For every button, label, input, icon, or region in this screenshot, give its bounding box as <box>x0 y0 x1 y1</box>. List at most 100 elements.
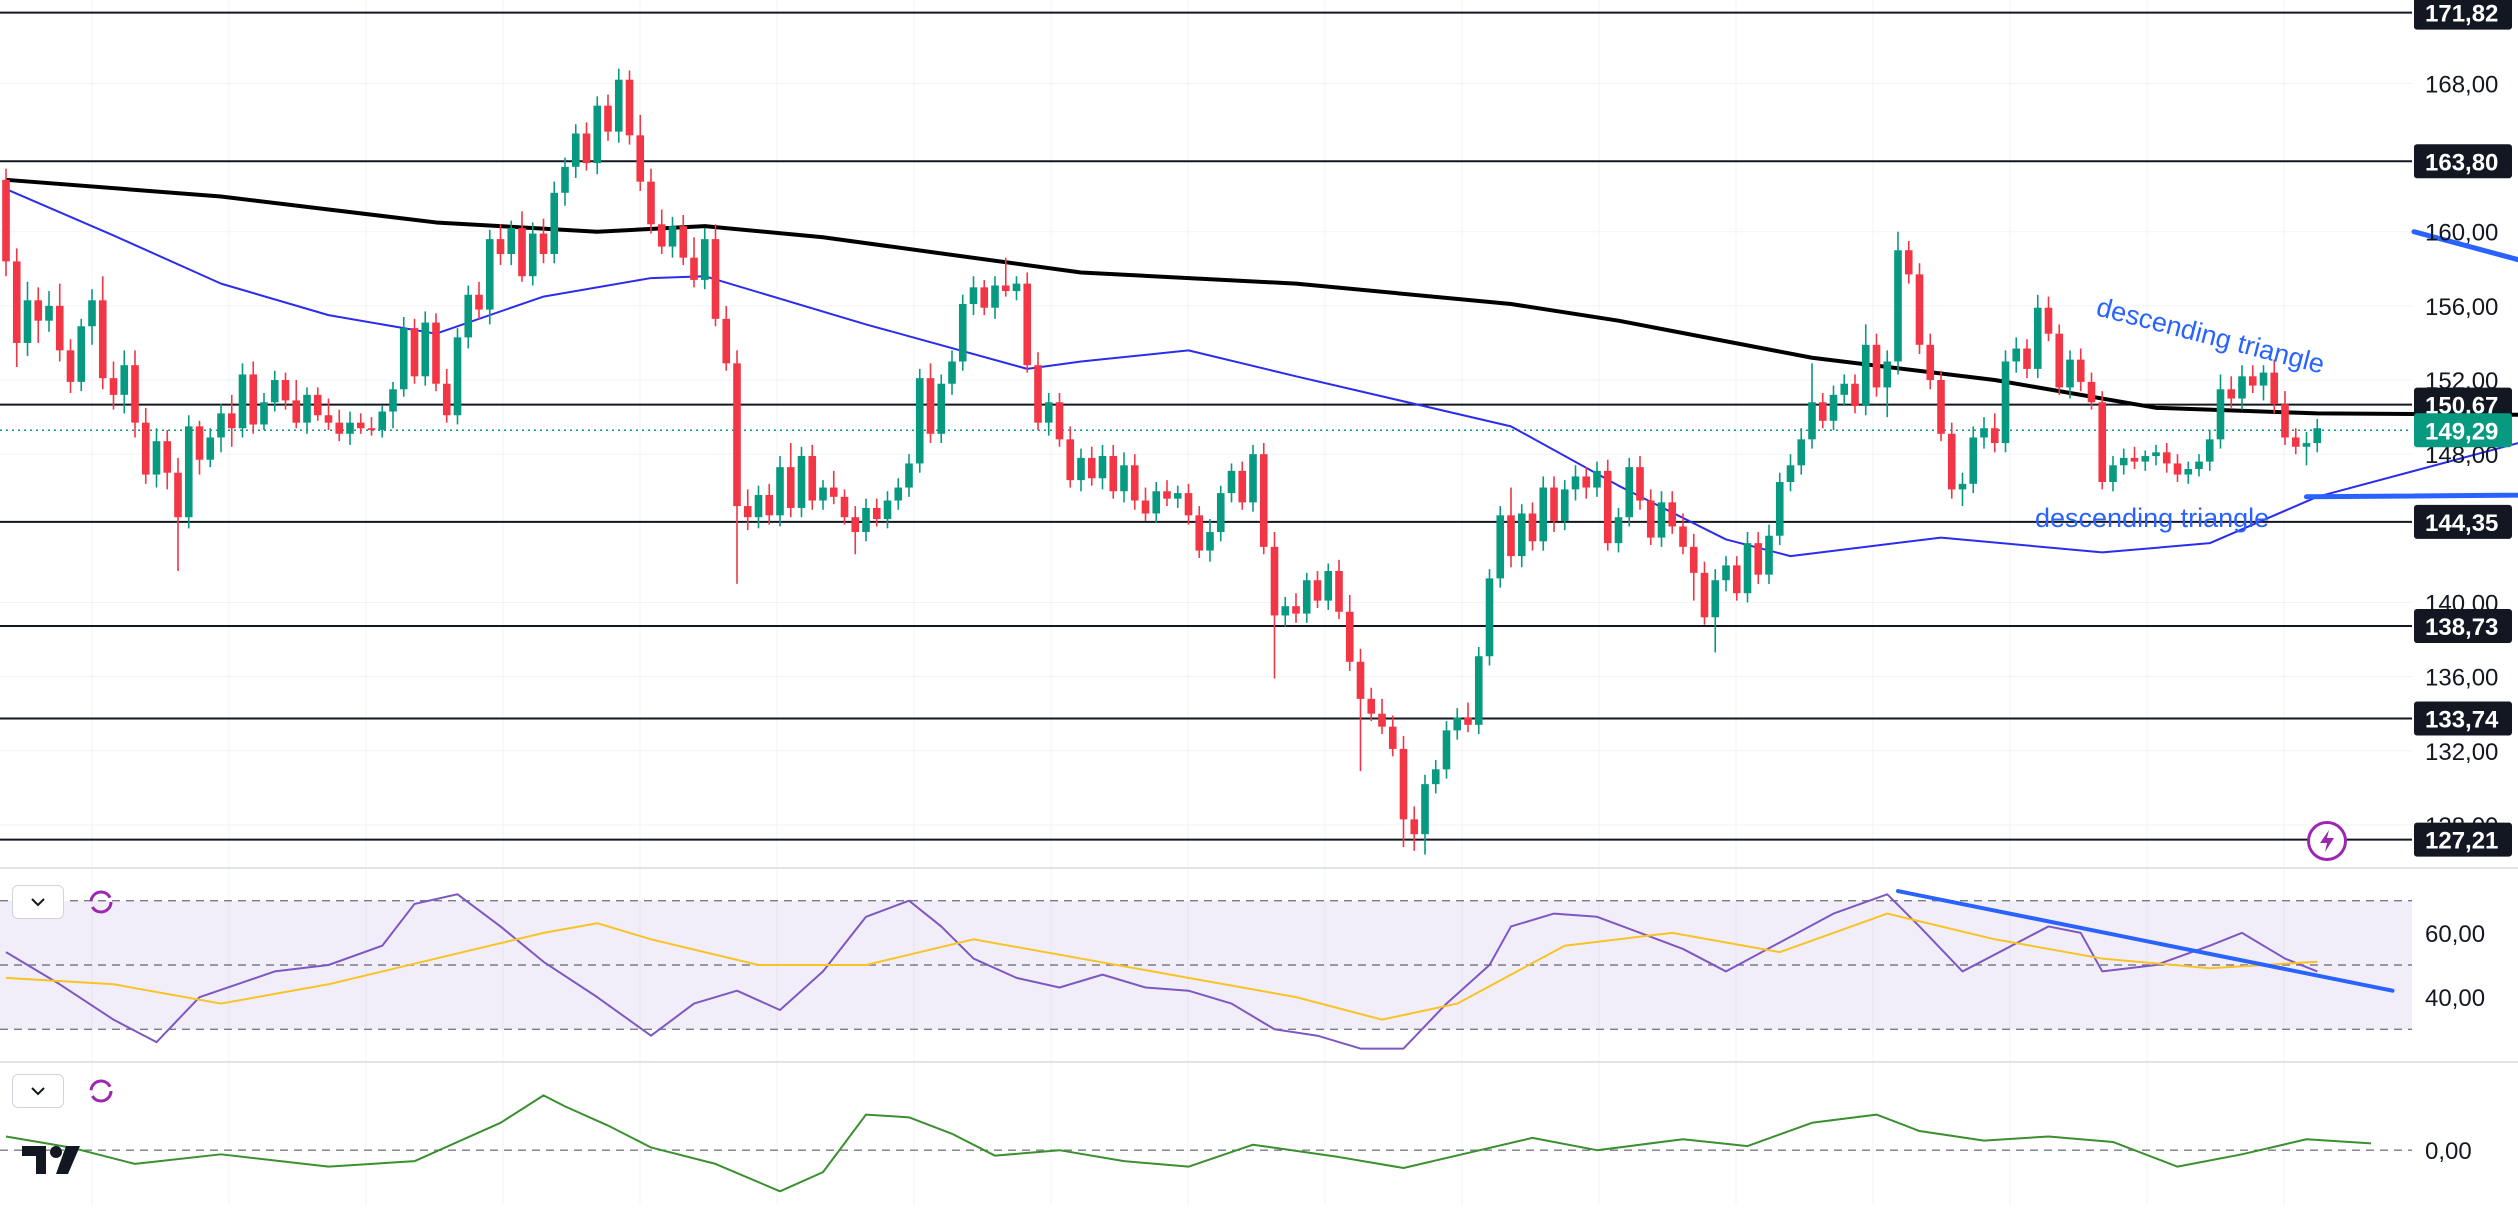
candle <box>1356 648 1365 772</box>
level-price-tag: 127,21 <box>2414 822 2512 857</box>
candle-body <box>432 322 440 384</box>
support-line <box>2304 492 2518 500</box>
candle-body <box>1743 543 1752 594</box>
candle <box>647 168 655 234</box>
candle-body <box>1894 250 1902 362</box>
candle <box>582 122 591 171</box>
candle <box>270 370 279 412</box>
candle <box>2173 454 2182 482</box>
candle <box>1593 461 1601 497</box>
candle-body <box>1593 470 1601 488</box>
collapse-panel-2-button[interactable] <box>12 1074 64 1108</box>
candle <box>442 368 451 423</box>
candle-body <box>1668 502 1677 527</box>
candle-body <box>184 426 193 518</box>
candle-body <box>722 318 731 364</box>
candle <box>260 392 268 431</box>
candle <box>2109 456 2117 492</box>
candle <box>45 291 53 332</box>
candle-body <box>174 472 182 518</box>
collapse-panel-1-button[interactable] <box>12 885 64 919</box>
candle-body <box>1636 467 1644 501</box>
candle <box>34 287 43 343</box>
annotation-label: descending triangle <box>2093 292 2327 380</box>
candle <box>883 491 892 529</box>
oscillator-tick-label: 40,00 <box>2425 985 2485 1012</box>
candle-body <box>1109 456 1118 492</box>
candle-body <box>421 322 430 377</box>
candle-body <box>1163 491 1171 499</box>
candle-body <box>1087 457 1096 479</box>
candle-body <box>55 305 64 351</box>
candle <box>1689 533 1698 601</box>
candle-body <box>2 179 10 262</box>
tradingview-logo[interactable] <box>20 1142 84 1178</box>
candle-body <box>217 413 225 438</box>
candle-body <box>356 422 365 429</box>
candle <box>2066 350 2074 399</box>
candle <box>2098 391 2107 490</box>
candle-body <box>1829 394 1838 421</box>
price-tick-label: 132,00 <box>2425 739 2498 766</box>
candle-body <box>1603 470 1612 544</box>
candle-body <box>1904 250 1913 275</box>
candle-body <box>1378 713 1386 727</box>
candle <box>862 498 870 542</box>
candle <box>1614 507 1623 553</box>
candle <box>894 478 903 510</box>
candle-body <box>2119 457 2128 466</box>
candle-body <box>1560 489 1569 521</box>
lightning-button[interactable] <box>2307 821 2347 861</box>
candle <box>2162 443 2171 473</box>
candle <box>389 381 397 429</box>
candle <box>227 394 236 447</box>
candle <box>2119 448 2128 475</box>
candle <box>2 168 10 277</box>
candle-body <box>131 365 139 423</box>
candle-body <box>2184 469 2193 475</box>
level-tag-label: 138,73 <box>2425 614 2498 641</box>
candle <box>249 361 258 434</box>
candle-body <box>872 507 881 520</box>
candle-body <box>926 378 935 434</box>
candle <box>2130 446 2139 470</box>
candle-body <box>2033 307 2042 369</box>
candle-body <box>2162 452 2171 464</box>
candle-body <box>1184 493 1193 516</box>
candle-body <box>453 337 462 416</box>
candle <box>163 430 172 490</box>
candle <box>1732 556 1741 601</box>
candle-body <box>2087 381 2096 403</box>
candle <box>872 498 881 527</box>
candle-body <box>66 350 75 382</box>
candle <box>1507 487 1515 568</box>
candle <box>1818 392 1827 429</box>
refresh-panel-2-button[interactable] <box>84 1074 118 1108</box>
candle-body <box>2001 361 2010 444</box>
candle <box>1496 506 1505 588</box>
refresh-panel-1-button[interactable] <box>84 885 118 919</box>
candle <box>614 68 623 143</box>
candle <box>88 289 96 345</box>
candle-body <box>2302 443 2311 447</box>
candle-body <box>1227 470 1236 494</box>
candle-body <box>1732 565 1741 594</box>
candle-body <box>496 239 505 254</box>
candle <box>1066 426 1075 488</box>
candle <box>1335 559 1343 620</box>
candle-body <box>883 500 892 520</box>
candle <box>1345 595 1354 672</box>
candle <box>1636 456 1644 510</box>
candle-body <box>1120 465 1128 492</box>
candle <box>786 443 795 518</box>
candle-body <box>1711 580 1720 618</box>
candle <box>743 489 752 531</box>
candle-body <box>2173 463 2182 475</box>
candle-body <box>1571 476 1580 490</box>
candle <box>1023 272 1032 373</box>
candle-body <box>690 257 698 280</box>
candle <box>1754 532 1763 584</box>
candle-body <box>1818 402 1827 421</box>
candle-body <box>1206 532 1214 551</box>
candle <box>1195 506 1204 558</box>
